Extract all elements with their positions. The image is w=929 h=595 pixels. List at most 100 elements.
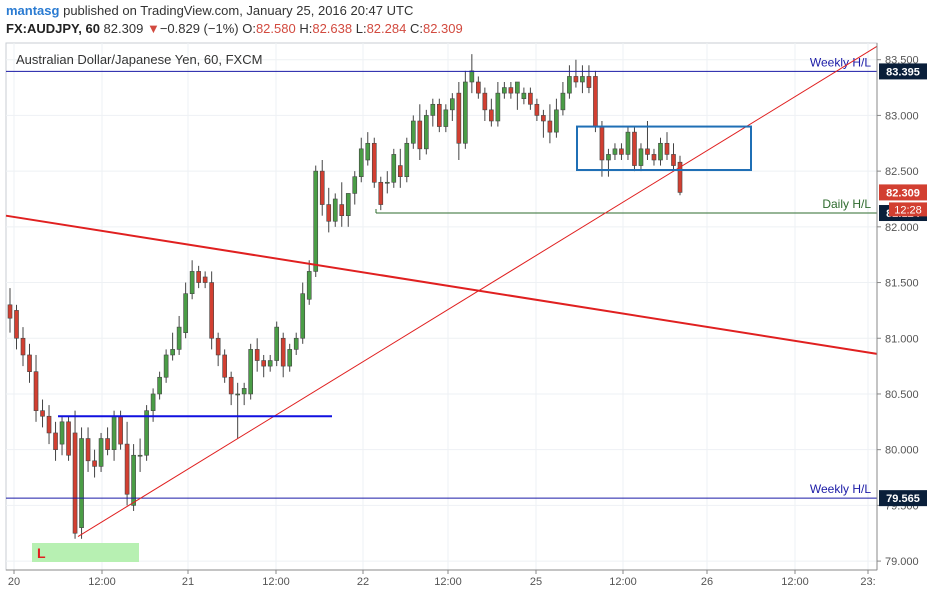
candle-body — [515, 81, 520, 94]
candle-body — [508, 87, 514, 94]
candle-body — [463, 81, 468, 144]
candle-body — [189, 271, 195, 294]
candle-body — [638, 148, 644, 166]
candle-body — [358, 148, 364, 177]
candle-body — [118, 415, 123, 445]
candle-body — [482, 92, 488, 111]
close-value: 82.309 — [422, 21, 463, 36]
chart-title: Australian Dollar/Japanese Yen, 60, FXCM — [16, 52, 263, 67]
candle-body — [410, 120, 416, 144]
candle-body — [599, 126, 605, 161]
level-price-label: 79.565 — [886, 493, 920, 505]
x-tick-label: 21 — [182, 576, 194, 588]
candle-body — [560, 92, 566, 111]
candle-body — [651, 154, 657, 161]
candle-body — [228, 376, 234, 395]
candle-body — [111, 415, 117, 450]
candle-body — [241, 388, 247, 395]
candle-body — [541, 115, 546, 122]
candle-body — [345, 193, 351, 216]
candle-body — [105, 438, 110, 450]
candle-body — [261, 360, 267, 367]
candle-body — [528, 92, 533, 105]
candle-body — [437, 103, 442, 127]
candle-body — [98, 438, 104, 467]
candle-body — [144, 410, 149, 456]
candle-body — [313, 170, 319, 272]
candle-body — [20, 337, 26, 356]
x-tick-label: 26 — [701, 576, 713, 588]
y-tick-label: 81.500 — [885, 278, 919, 290]
y-tick-label: 80.500 — [885, 389, 919, 401]
low-marker-box — [32, 543, 139, 562]
candle-body — [27, 354, 32, 372]
candle-body — [326, 204, 332, 222]
candle-body — [593, 76, 598, 127]
consolidation-box — [576, 125, 752, 172]
x-tick-label: 12:00 — [609, 576, 637, 588]
candle-body — [619, 148, 624, 155]
candle-body — [632, 131, 637, 166]
candle-body — [215, 337, 221, 356]
candle-body — [59, 421, 65, 445]
candle-body — [443, 109, 449, 127]
candle-body — [534, 103, 540, 116]
candle-body — [378, 181, 384, 205]
drawings: Weekly H/L Weekly H/L Daily H/L L — [5, 45, 878, 562]
level-price-label: 83.395 — [886, 66, 920, 78]
open-value: 82.580 — [255, 21, 296, 36]
author-link[interactable]: mantasg — [6, 3, 60, 18]
candle-body — [417, 120, 423, 150]
current-price-box — [879, 184, 927, 201]
descending-trendline — [5, 214, 878, 355]
candle-body — [567, 76, 572, 94]
candle-body — [209, 282, 214, 339]
candle-body — [196, 271, 201, 283]
candle-body — [176, 326, 182, 350]
level-label: Weekly H/L — [810, 55, 871, 69]
level-label: Weekly H/L — [810, 482, 871, 496]
change-value: −0.829 (−1%) — [159, 21, 239, 36]
candle-body — [677, 161, 683, 193]
candle-body — [248, 349, 253, 395]
candle-body — [502, 87, 507, 94]
y-tick-label: 81.000 — [885, 333, 919, 345]
low-marker-label: L — [37, 545, 46, 561]
published-text: published on TradingView.com, January 25… — [63, 3, 414, 18]
high-label: H: — [299, 21, 313, 36]
candle-body — [547, 120, 553, 133]
candles — [7, 54, 683, 539]
candle-body — [352, 176, 358, 194]
x-tick-label: 25 — [530, 576, 542, 588]
candle-body — [202, 276, 208, 283]
candle-body — [235, 393, 240, 396]
candle-body — [306, 271, 312, 300]
candle-body — [40, 410, 45, 417]
candle-body — [573, 76, 579, 83]
candle-body — [469, 70, 475, 83]
candle-body — [580, 76, 585, 83]
x-tick-label: 12:00 — [434, 576, 462, 588]
x-tick-label: 22 — [357, 576, 369, 588]
low-label: L: — [355, 21, 367, 36]
candle-body — [397, 165, 403, 177]
candle-body — [183, 293, 188, 333]
candle-body — [521, 92, 527, 100]
candle-body — [7, 304, 13, 319]
candle-body — [384, 181, 390, 184]
countdown-box — [889, 202, 927, 217]
candle-body — [300, 293, 306, 339]
candle-body — [53, 432, 58, 450]
candle-body — [33, 371, 39, 411]
candle-body — [92, 460, 97, 467]
candle-body — [85, 438, 91, 462]
y-tick-label: 82.500 — [885, 166, 919, 178]
y-tick-label: 79.000 — [885, 556, 919, 568]
y-tick-label: 83.000 — [885, 110, 919, 122]
candle-body — [131, 454, 136, 506]
candle-body — [254, 349, 260, 361]
x-tick-label: 12:00 — [781, 576, 809, 588]
candle-body — [476, 81, 481, 94]
ascending-trendline — [77, 45, 878, 538]
